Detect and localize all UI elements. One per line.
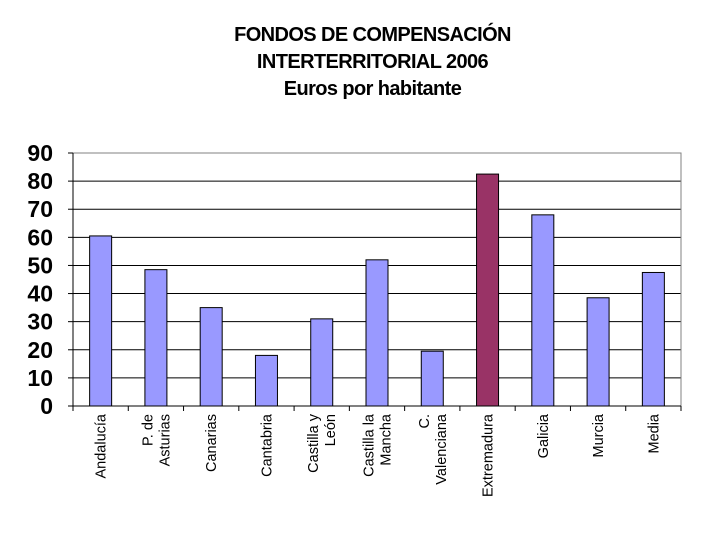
bar: [641, 271, 665, 407]
y-tick-label: 40: [27, 281, 53, 307]
x-tick-label-line: Valenciana: [434, 413, 450, 485]
x-tick-label: Cantabria: [259, 413, 275, 477]
x-tick-label-line: Galicia: [536, 413, 552, 458]
x-tick-label-line: Murcia: [591, 413, 607, 457]
x-tick-label-line: León: [323, 414, 339, 446]
x-tick-label: Extremadura: [481, 413, 497, 497]
x-tick-label-line: Canarias: [204, 414, 220, 472]
x-tick-label-line: Castilla la: [362, 413, 378, 477]
y-tick-label: 80: [27, 168, 53, 194]
chart-title-line-3: Euros por habitante: [283, 78, 462, 100]
bar: [531, 214, 555, 407]
bar: [89, 235, 113, 407]
bar: [144, 269, 168, 407]
y-tick-label: 0: [40, 393, 53, 419]
bar: [365, 259, 389, 407]
chart-title-line-1: FONDOS DE COMPENSACIÓN: [234, 24, 511, 46]
y-tick-label: 70: [27, 196, 53, 222]
y-tick-label: 20: [27, 337, 53, 363]
bar: [199, 307, 223, 407]
x-tick-label-line: Andalucía: [94, 413, 110, 478]
x-tick-label: Castilla laMancha: [362, 413, 395, 477]
y-tick-label: 90: [27, 140, 53, 166]
bar: [476, 173, 500, 407]
x-tick-label: Murcia: [591, 413, 607, 457]
x-tick-label-line: Mancha: [379, 413, 395, 466]
x-tick-label-line: Castilla y: [306, 413, 322, 473]
x-tick-label-line: P. de: [140, 414, 156, 446]
x-tick-label-line: Extremadura: [481, 413, 497, 497]
bar: [586, 297, 610, 407]
y-tick-label: 30: [27, 309, 53, 335]
x-tick-label: Andalucía: [94, 413, 110, 478]
y-tick-label: 10: [27, 365, 53, 391]
x-tick-label: P. deAsturias: [140, 414, 173, 466]
x-tick-label-line: Media: [646, 413, 662, 453]
x-tick-label: Galicia: [536, 413, 552, 458]
chart-title: FONDOS DE COMPENSACIÓN INTERTERRITORIAL …: [0, 22, 720, 103]
x-tick-label: C.Valenciana: [417, 413, 450, 485]
x-tick-label: Canarias: [204, 414, 220, 472]
bar: [310, 318, 334, 407]
y-tick-label: 60: [27, 224, 53, 250]
x-tick-label-line: Cantabria: [259, 413, 275, 477]
x-tick-label-line: Asturias: [157, 414, 173, 466]
bar: [254, 354, 278, 407]
chart-title-line-2: INTERTERRITORIAL 2006: [256, 51, 489, 73]
y-tick-label: 50: [27, 252, 53, 278]
x-tick-label: Castilla yLeón: [306, 413, 339, 473]
bar: [420, 350, 444, 407]
x-tick-label-line: C.: [417, 414, 433, 429]
x-tick-label: Media: [646, 413, 662, 453]
